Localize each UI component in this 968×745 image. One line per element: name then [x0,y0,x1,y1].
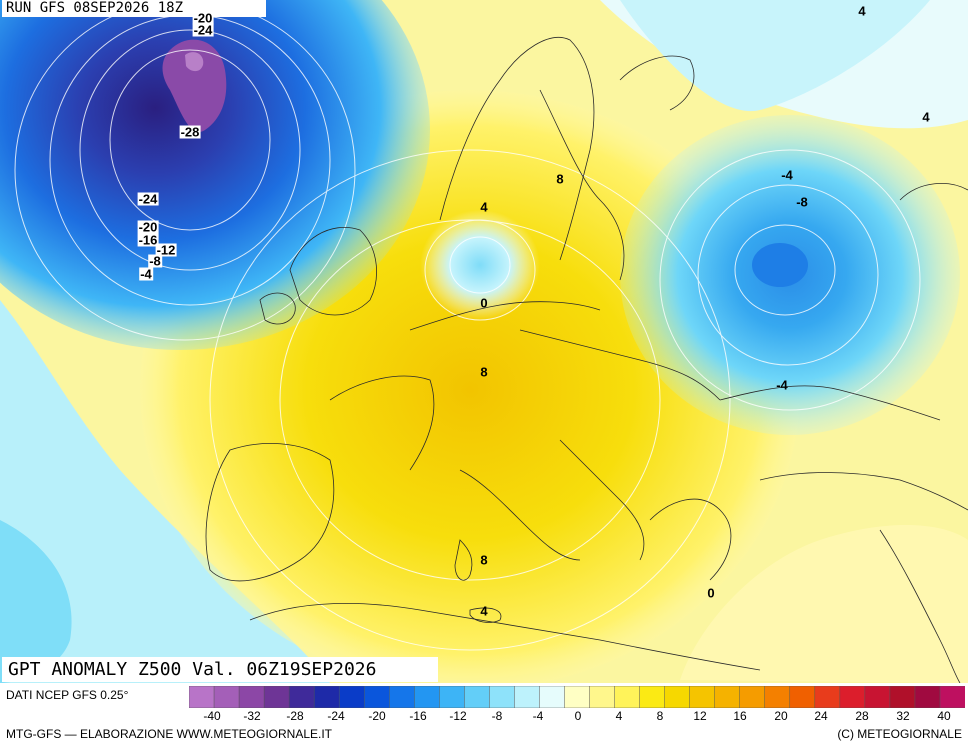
contour-value-label: 4 [480,199,488,215]
colorbar-swatch [564,686,591,708]
contour-value-label: 4 [480,603,488,619]
contour-value-label: 4 [922,109,930,125]
colorbar-tick-label: 40 [937,709,951,723]
atlantic-negative-area [0,300,330,683]
run-label: RUN GFS 08SEP2026 18Z [2,0,266,17]
colorbar-tick-label: -40 [203,709,221,723]
colorbar-swatch [539,686,566,708]
colorbar-tick-label: -8 [491,709,503,723]
colorbar-swatch [514,686,541,708]
colorbar-swatch [664,686,691,708]
colorbar-swatch [739,686,766,708]
colorbar-tick-label: 16 [733,709,747,723]
colorbar-swatch [489,686,516,708]
contour-value-label: -4 [139,266,153,282]
colorbar-swatch [313,686,340,708]
colorbar-tick-label: 4 [615,709,623,723]
contour-value-label: 0 [480,295,488,311]
colorbar-tick-label: -16 [409,709,427,723]
colorbar-swatch [439,686,466,708]
contour-value-label: 4 [858,3,866,19]
colorbar-tick-label: -4 [532,709,544,723]
colorbar-swatch [814,686,841,708]
colorbar-swatch [589,686,616,708]
colorbar-tick-label: -24 [327,709,345,723]
colorbar-swatch [914,686,941,708]
east-low-core [752,243,808,287]
contour-value-label: -8 [148,253,162,269]
west-low-core [162,39,227,132]
colorbar-swatch [764,686,791,708]
denmark-low [420,210,540,320]
colorbar-swatch [689,686,716,708]
credit-right: (C) METEOGIORNALE [837,727,962,741]
colorbar-swatch [639,686,666,708]
colorbar-swatch [614,686,641,708]
contour-value-label: -24 [137,191,159,207]
colorbar-swatch [213,686,240,708]
colorbar-tick-label: 12 [693,709,707,723]
data-source: DATI NCEP GFS 0.25° [6,688,129,702]
colorbar-swatch [939,686,965,708]
colorbar-tick-label: 28 [855,709,869,723]
colorbar-swatch [288,686,315,708]
arctic-low [620,0,930,112]
credit-left: MTG-GFS — ELABORAZIONE WWW.METEOGIORNALE… [6,727,333,741]
colorbar-swatch [714,686,741,708]
contour-value-label: -24 [192,22,214,38]
atlantic-low-west [0,520,72,683]
colorbar-swatch [889,686,916,708]
west-low-center [185,52,204,72]
contour-value-label: -16 [137,232,159,248]
colorbar-tick-label: 8 [656,709,664,723]
colorbar-swatch [238,686,265,708]
colorbar-tick-label: 0 [574,709,582,723]
contour-value-label: -12 [155,242,177,258]
contour-value-label: -8 [796,194,808,210]
contour-value-label: -20 [137,219,159,235]
colorbar-swatch [864,686,891,708]
colorbar-tick-label: 24 [814,709,828,723]
colorbar-swatch [839,686,866,708]
colorbar-swatch [414,686,441,708]
colorbar-tick-label: -32 [243,709,261,723]
contour-value-label: -28 [179,124,201,140]
contour-value-label: -20 [192,10,214,26]
contour-value-label: 8 [480,364,488,380]
contour-value-label: 0 [707,585,715,601]
colorbar-swatch [338,686,365,708]
east-positive [680,525,968,683]
colorbar-tick-label: 32 [896,709,910,723]
colorbar-tick-label: -28 [286,709,304,723]
colorbar-tick-label: 20 [774,709,788,723]
colorbar-tick-label: -20 [368,709,386,723]
colorbar-swatch [189,686,215,708]
contour-value-label: -4 [776,377,788,393]
contour-value-label: 8 [556,171,564,187]
colorbar-swatch [789,686,816,708]
colorbar-swatch [464,686,491,708]
colorbar [189,686,965,708]
colorbar-tick-label: -12 [449,709,467,723]
west-low-anomaly [0,0,430,350]
contour-value-label: 8 [480,552,488,568]
coastlines [205,37,968,683]
colorbar-swatch [263,686,290,708]
contour-value-label: -4 [781,167,793,183]
anomaly-map [0,0,968,683]
colorbar-swatch [363,686,391,708]
map-title: GPT ANOMALY Z500 Val. 06Z19SEP2026 [2,657,438,682]
colorbar-swatch [389,686,416,708]
